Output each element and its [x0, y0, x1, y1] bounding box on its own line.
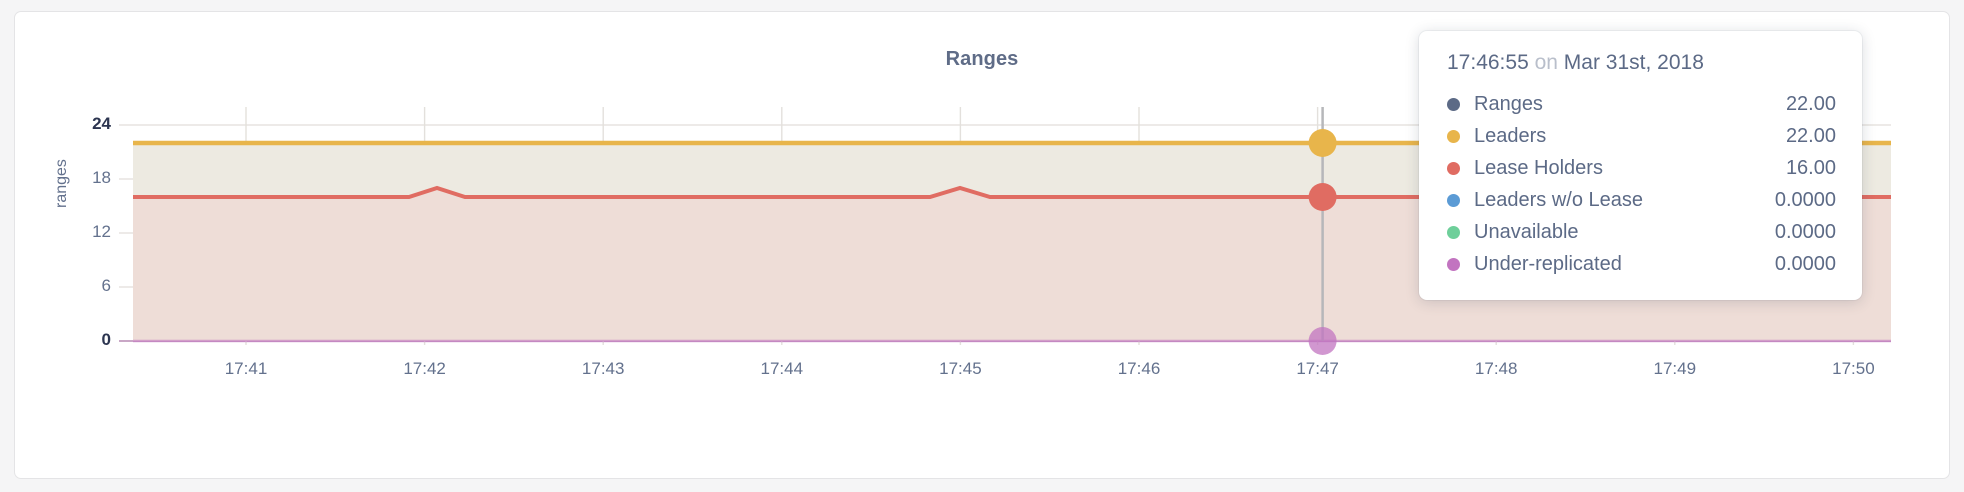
y-tick-label: 0	[101, 330, 111, 349]
tooltip-series-value: 0.0000	[1774, 220, 1836, 243]
hover-point	[1308, 327, 1337, 355]
series-color-dot-icon	[1447, 129, 1460, 143]
y-tick-label: 18	[92, 168, 111, 187]
tooltip-row: Leaders w/o Lease 0.0000	[1447, 184, 1836, 216]
tooltip-row: Under-replicated 0.0000	[1447, 248, 1836, 280]
chart-tooltip: 17:46:55 on Mar 31st, 2018 Ranges 22.00 Le…	[1419, 31, 1862, 300]
tooltip-series-value: 0.0000	[1774, 188, 1836, 211]
tooltip-series-label: Unavailable	[1474, 220, 1579, 243]
x-tick-label: 17:47	[1296, 359, 1339, 378]
tooltip-series-label: Leaders w/o Lease	[1474, 188, 1644, 211]
x-tick-label: 17:45	[939, 359, 982, 378]
tooltip-series-label: Leaders	[1474, 124, 1547, 147]
tooltip-row: Lease Holders 16.00	[1447, 152, 1836, 184]
tooltip-header: 17:46:55 on Mar 31st, 2018	[1447, 51, 1836, 75]
page-title: Ranges	[945, 48, 1019, 70]
tooltip-row: Ranges 22.00	[1447, 88, 1836, 120]
x-tick-label: 17:48	[1474, 359, 1518, 378]
tooltip-series-value: 22.00	[1785, 92, 1836, 115]
line-lease-holders	[133, 185, 1891, 199]
x-tick-label: 17:49	[1653, 359, 1697, 378]
x-tick-label: 17:43	[581, 359, 625, 378]
y-tick-label: 12	[92, 222, 111, 241]
y-tick-label: 6	[101, 276, 111, 295]
x-tick-label: 17:44	[760, 359, 804, 378]
chart-card: Ranges ranges 0 6 12 18 24 17:41 17:42 17:43 17…	[14, 11, 1950, 479]
x-tick-label: 17:41	[224, 359, 268, 378]
series-color-dot-icon	[1447, 161, 1460, 175]
tooltip-series-label: Lease Holders	[1474, 156, 1603, 179]
tooltip-on-word: on	[1534, 51, 1558, 74]
hover-point	[1308, 129, 1337, 157]
tooltip-date: Mar 31st, 2018	[1563, 51, 1704, 74]
tooltip-series-value: 0.0000	[1774, 252, 1836, 275]
tooltip-time: 17:46:55	[1447, 51, 1529, 74]
tooltip-series-value: 22.00	[1785, 124, 1836, 147]
tooltip-series-label: Under-replicated	[1474, 252, 1622, 275]
hover-point	[1308, 183, 1337, 211]
x-tick-label: 17:46	[1117, 359, 1161, 378]
x-tick-label: 17:50	[1832, 359, 1875, 378]
tooltip-rows: Ranges 22.00 Leaders 22.00 Lease Holders 16.0…	[1447, 88, 1836, 280]
series-color-dot-icon	[1447, 193, 1460, 207]
series-color-dot-icon	[1447, 225, 1460, 239]
tooltip-series-value: 16.00	[1785, 156, 1836, 179]
tooltip-row: Leaders 22.00	[1447, 120, 1836, 152]
x-tick-label: 17:42	[403, 359, 446, 378]
hover-points	[1308, 129, 1337, 355]
series-color-dot-icon	[1447, 257, 1460, 271]
tooltip-series-label: Ranges	[1474, 92, 1543, 115]
tooltip-row: Unavailable 0.0000	[1447, 216, 1836, 248]
series-color-dot-icon	[1447, 97, 1460, 111]
y-tick-label: 24	[92, 114, 111, 133]
